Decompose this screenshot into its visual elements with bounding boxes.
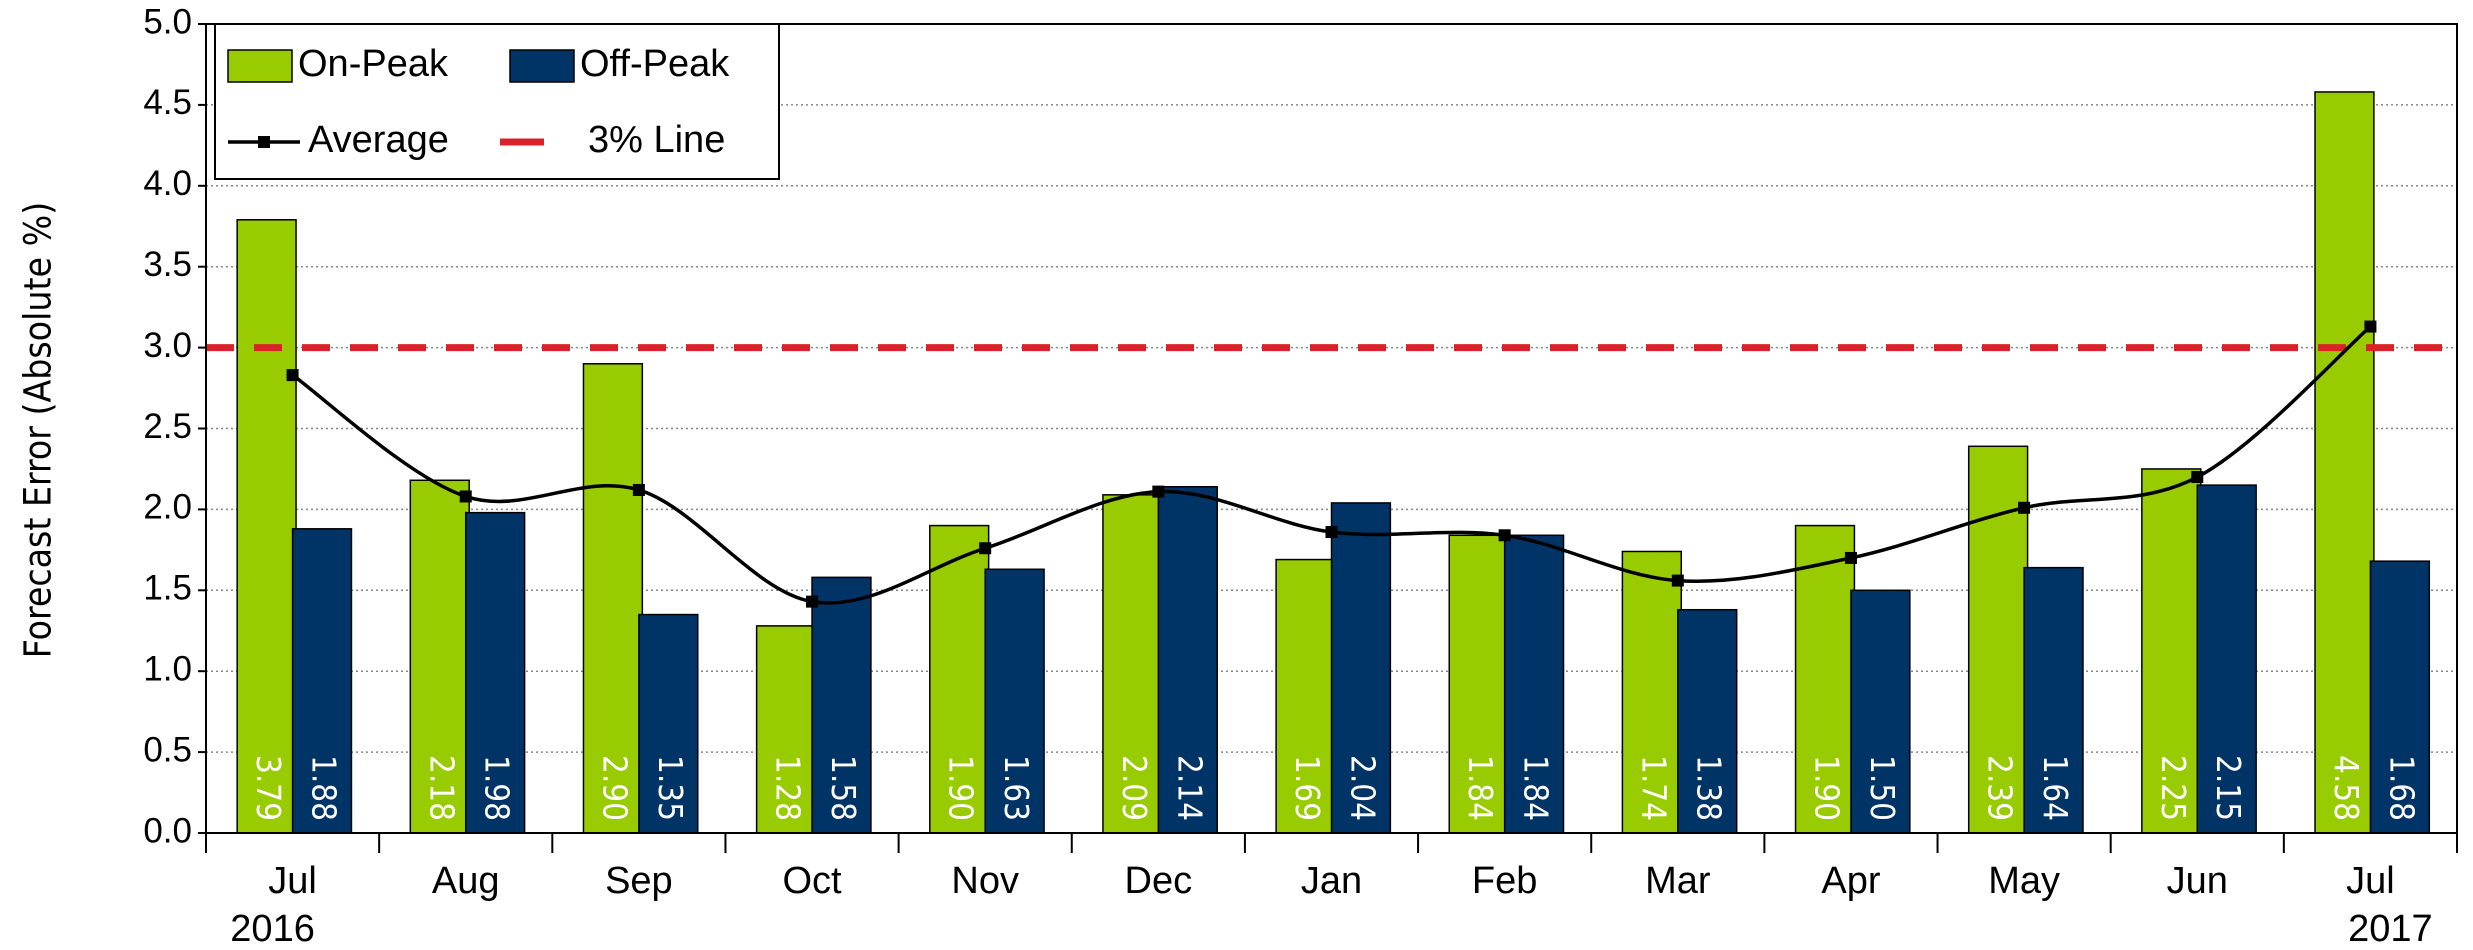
x-tick-label: Sep [605,860,673,902]
value-label: 1.50 [1863,755,1902,821]
bar [409,479,470,834]
bar [1102,494,1163,834]
x-tick-label: Jul [268,860,317,902]
line-marker [1671,574,1684,587]
y-tick-label: 0.0 [143,811,192,850]
y-tick-label: 4.0 [143,164,192,203]
y-tick-label: 1.0 [143,649,192,688]
bar [929,524,990,834]
line-marker [2191,471,2204,484]
line-marker [806,595,819,608]
value-label: 2.09 [1115,755,1154,821]
value-label: 2.14 [1170,755,1209,821]
legend-swatch [258,136,270,148]
bar [1330,502,1392,834]
value-label: 1.84 [1461,755,1500,821]
value-label: 1.90 [942,755,981,821]
value-label: 1.69 [1288,755,1327,821]
value-label: 1.63 [997,755,1036,821]
bar [1850,589,1911,834]
line-marker [1498,529,1511,542]
value-label: 2.90 [595,755,634,821]
value-label: 1.35 [651,755,690,821]
y-tick-label: 4.5 [143,83,192,122]
legend-label: 3% Line [588,119,725,161]
x-tick-label: Feb [1472,860,1537,902]
line-marker [632,483,645,496]
bar [2196,484,2257,834]
y-tick-label: 2.5 [143,407,192,446]
line-marker [286,369,299,382]
bar [1794,524,1856,834]
value-label: 1.98 [478,755,517,821]
x-tick-label: May [1988,860,2060,902]
value-label: 1.68 [2382,755,2421,821]
value-label: 2.39 [1981,755,2020,821]
x-tick-label: Mar [1645,860,1711,902]
x-tick-label: Dec [1125,860,1193,902]
legend-swatch [227,49,293,83]
value-label: 2.18 [422,755,461,821]
line-marker [459,490,472,503]
bar [1503,534,1565,834]
y-tick-label: 0.5 [143,730,192,769]
line-marker [2018,501,2031,514]
bar [811,576,872,834]
x-tick-label: Aug [432,860,500,902]
bar [236,219,297,834]
x-tick-label: Jun [2167,860,2228,902]
y-tick-label: 3.0 [143,326,192,365]
bar [2314,91,2375,834]
value-label: 1.90 [1807,755,1846,821]
bar [2369,560,2431,834]
value-label: 2.04 [1343,755,1382,821]
x-tick-label: Oct [782,860,842,902]
x-tick-label: Nov [951,860,1019,902]
value-label: 1.64 [2036,755,2075,821]
value-label: 3.79 [249,755,288,821]
bar [755,625,817,834]
value-label: 1.74 [1634,755,1673,821]
bar [582,363,644,834]
x-tick-label: Jan [1301,860,1362,902]
legend-label: Off-Peak [580,43,730,85]
y-tick-label: 3.5 [143,245,192,284]
line-marker [2364,320,2377,333]
bar [1448,534,1509,834]
value-label: 1.88 [305,755,344,821]
line-marker [1844,551,1857,564]
value-label: 1.28 [769,755,808,821]
bar [638,613,699,834]
line-marker [979,542,992,555]
bar [1275,558,1336,834]
legend: On-Peak Off-Peak Average 3% Line [214,23,780,180]
value-label: 1.58 [824,755,863,821]
x-tick-label: Jul [2346,860,2395,902]
legend-label: Average [308,119,449,161]
value-label: 2.25 [2154,755,2193,821]
y-axis-label: Forecast Error (Absolute %) [17,202,60,658]
value-label: 1.38 [1690,755,1729,821]
y-tick-label: 2.0 [143,488,192,527]
line-marker [1152,485,1165,498]
value-label: 1.84 [1517,755,1556,821]
y-tick-label: 1.5 [143,569,192,608]
bar [2023,566,2084,834]
y-tick-label: 5.0 [143,2,192,41]
bar [1621,550,1683,834]
x-year-label: 2017 [2348,908,2433,950]
bar [291,528,353,834]
value-label: 4.58 [2327,755,2366,821]
legend-box [214,23,780,180]
line-marker [1325,526,1338,539]
x-tick-label: Apr [1821,860,1880,902]
bar [984,568,1045,834]
plot-frame [205,23,2458,834]
bar [464,511,526,834]
legend-swatch [509,49,575,83]
legend-label: On-Peak [298,43,449,85]
value-label: 2.15 [2209,755,2248,821]
x-year-label: 2016 [230,908,315,950]
